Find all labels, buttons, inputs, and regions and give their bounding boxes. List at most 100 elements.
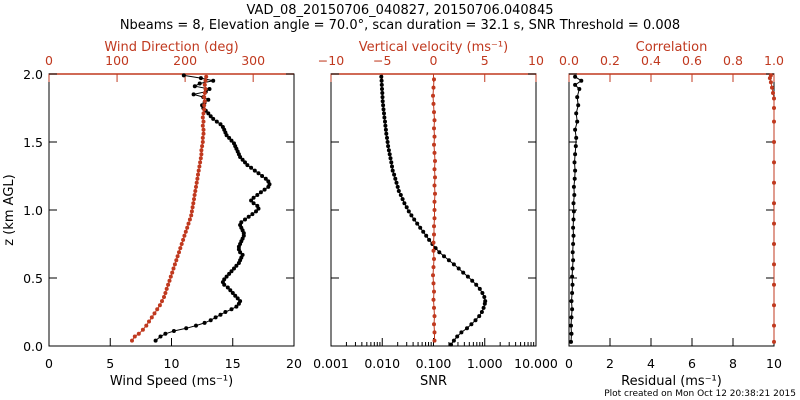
wind-direction-point [136,331,141,336]
wind-direction-point [178,246,183,251]
wind-speed-point [229,138,234,143]
correlation-point [772,140,776,144]
snr-point [474,282,479,287]
wind-speed-point [250,212,255,217]
snr-point [451,262,456,267]
snr-point [459,330,464,335]
wind-bottom-axis-title: Wind Speed (ms⁻¹) [110,374,233,389]
snr-bottom-tick-label: 0.010 [364,356,400,371]
wind-direction-point [181,237,186,242]
wind-direction-point [179,242,184,246]
wind-bottom-tick-label: 10 [164,356,180,371]
correlation-point [772,119,776,124]
snr-top-tick-label: −10 [318,53,344,68]
residual-bottom-tick-label: 8 [729,356,737,371]
wind-speed-point [230,291,235,295]
snr-point [388,156,393,161]
vertical-velocity-point [432,314,437,319]
residual-point [571,258,576,263]
wind-speed-point [163,331,168,336]
snr-point [418,225,423,230]
wind-direction-point [201,131,206,136]
wind-direction-point [183,229,188,234]
wind-direction-point [157,303,162,308]
vertical-velocity-point [432,110,436,115]
wind-direction-point [166,282,171,287]
wind-direction-point [204,74,209,79]
residual-point [572,193,577,197]
wind-direction-point [195,176,200,181]
wind-speed-point [235,296,240,301]
vertical-velocity-point [433,175,437,180]
wind-bottom-tick-label: 5 [106,356,114,371]
residual-point [571,201,576,206]
residual-bottom-axis-title: Residual (ms⁻¹) [621,374,722,389]
snr-point [412,217,417,222]
wind-speed-point [239,220,244,225]
vertical-velocity-point [433,159,437,163]
wind-direction-point [201,127,206,132]
snr-point [385,140,390,144]
correlation-point [772,323,776,328]
snr-point [383,127,388,132]
snr-point [406,209,411,214]
wind-top-tick-label: 300 [241,53,265,68]
wind-direction-point [197,164,202,169]
residual-point [569,323,573,328]
wind-speed-point [234,304,239,309]
wind-direction-point [200,115,205,120]
snr-point [389,160,394,165]
wind-speed-point [192,84,197,89]
wind-direction-point [171,266,176,271]
wind-speed-point [218,122,223,127]
wind-speed-point [213,315,218,320]
snr-point [480,291,485,295]
snr-bottom-axis-title: SNR [420,374,447,389]
snr-point [379,82,384,87]
vertical-velocity-point [432,330,437,335]
snr-point [415,221,420,226]
wind-speed-point [211,116,216,121]
snr-top-axis-title: Vertical velocity (ms⁻¹) [359,40,508,55]
wind-speed-point [220,125,225,129]
correlation-point [772,242,776,246]
snr-bottom-tick-label: 0.001 [313,356,349,371]
wind-speed-point [256,171,261,176]
wind-speed-point [254,209,258,214]
vertical-velocity-point [432,289,436,294]
vertical-velocity-point [432,199,437,204]
snr-point [442,254,446,259]
wind-speed-point [191,92,196,97]
wind-speed-point [251,201,256,206]
wind-speed-point [243,160,247,165]
snr-point [393,176,398,181]
wind-speed-point [158,334,163,339]
wind-speed-point [184,326,189,331]
snr-point [451,338,456,343]
wind-top-tick-label: 100 [105,53,129,68]
wind-speed-point [197,81,202,86]
wind-direction-point [200,123,205,128]
vertical-velocity-point [432,216,437,221]
residual-plot-frame [568,73,775,347]
wind-direction-point [160,299,164,304]
wind-direction-point [200,140,205,144]
vertical-velocity-point [431,265,436,270]
residual-bottom-tick-label: 6 [688,356,696,371]
wind-speed-point [229,307,234,312]
snr-top-tick-label: 5 [481,53,489,68]
snr-point [479,310,484,314]
residual-point [571,184,576,189]
snr-point [396,189,401,193]
correlation-point [772,282,776,287]
wind-speed-point [229,269,234,274]
wind-direction-point [202,95,207,100]
residual-point [569,299,574,304]
residual-point [571,217,576,222]
wind-speed-point [171,329,176,333]
wind-speed-point [234,263,239,268]
residual-point [570,266,575,271]
vertical-velocity-point [432,77,436,82]
vertical-velocity-point [432,183,437,188]
